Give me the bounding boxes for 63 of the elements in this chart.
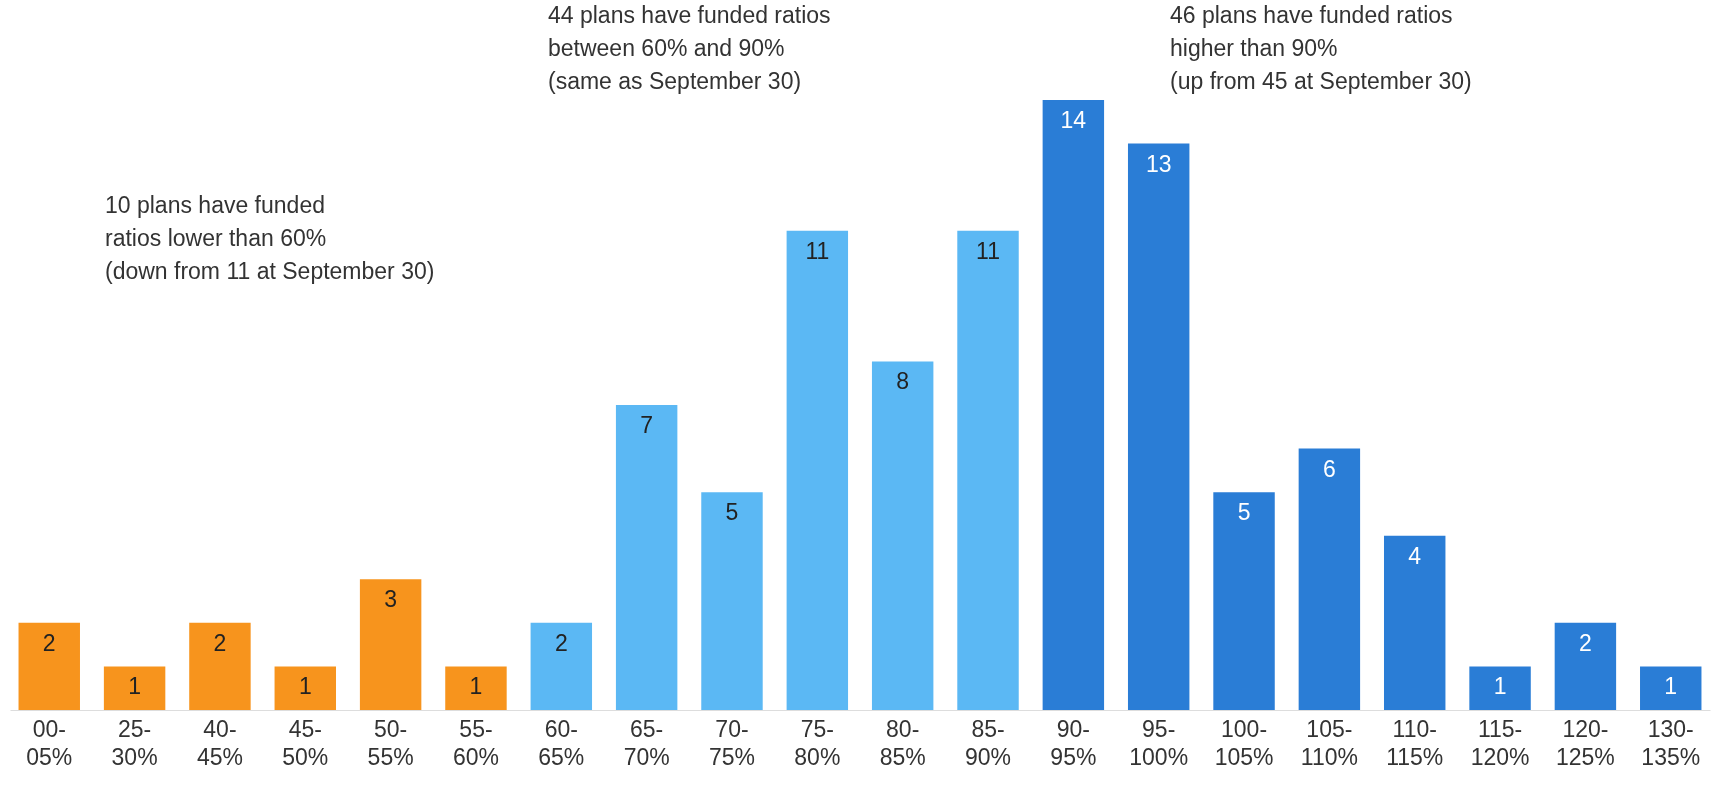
data-label: 2: [554, 629, 568, 656]
data-label: 7: [640, 412, 654, 438]
data-label: 1: [1493, 673, 1507, 700]
data-label: 2: [42, 629, 56, 656]
data-label: 2: [213, 629, 227, 656]
x-tick-label: 25-30%: [111, 715, 158, 770]
bar: [1469, 666, 1531, 710]
x-tick-label: 55-60%: [452, 715, 499, 770]
x-tick-label: 110-115%: [1386, 715, 1444, 770]
data-label: 14: [1060, 107, 1087, 133]
bar: [189, 622, 251, 710]
bar: [530, 622, 593, 710]
x-tick-label: 115-120%: [1470, 715, 1530, 770]
data-label: 11: [805, 237, 830, 264]
bar: [871, 361, 934, 710]
x-tick-label: 130-135%: [1641, 715, 1701, 770]
bar: [274, 666, 336, 710]
bar: [786, 230, 849, 710]
bar: [445, 666, 507, 710]
bar: [1554, 622, 1617, 710]
text: 46 plans have funded ratios higher than 90% (up from 45 at September 30): [1170, 2, 1472, 94]
x-tick-label: 100-105%: [1214, 715, 1274, 770]
x-tick-label: 60-65%: [538, 715, 585, 770]
x-tick-label: 50-55%: [367, 715, 414, 770]
x-tick-label: 85-90%: [964, 715, 1012, 770]
data-label: 6: [1322, 455, 1336, 482]
data-label: 5: [1237, 499, 1251, 526]
bar: [1640, 666, 1702, 710]
data-label: 3: [384, 586, 398, 613]
data-label: 1: [128, 673, 141, 700]
bar: [701, 492, 763, 710]
x-tick-label: 65-70%: [623, 715, 670, 770]
bar: [1213, 492, 1275, 710]
x-tick-label: 105-110%: [1300, 715, 1358, 770]
x-tick-label: 80-85%: [879, 715, 926, 770]
data-label: 1: [298, 673, 312, 700]
bar: [1042, 100, 1105, 710]
x-tick-label: 45-50%: [282, 715, 329, 770]
x-tick-label: 70-75%: [708, 715, 756, 770]
x-tick-label: 75-80%: [794, 715, 841, 770]
bar: [1127, 143, 1190, 710]
annotation: 10 plans have funded ratios lower than 60% (down from 11 at September 30): [105, 192, 435, 284]
bar: [1384, 535, 1446, 710]
bar: [359, 579, 422, 710]
data-label: 11: [976, 237, 1000, 264]
x-tick-label: 00-05%: [26, 715, 73, 770]
data-label: 13: [1145, 150, 1172, 177]
bar: [615, 405, 678, 710]
bar: [1298, 448, 1361, 710]
data-label: 8: [896, 368, 910, 395]
data-label: 1: [1664, 673, 1678, 700]
x-tick-label: 40-45%: [196, 715, 243, 770]
data-label: 4: [1408, 542, 1422, 569]
x-tick-label: 90-95%: [1050, 715, 1097, 770]
data-label: 5: [725, 499, 739, 526]
x-tick-label: 120-125%: [1555, 715, 1615, 770]
text: 44 plans have funded ratios between 60% and 90% (same as September 30): [548, 2, 831, 94]
data-label: 1: [469, 673, 483, 700]
bar: [103, 666, 166, 710]
data-label: 2: [1579, 629, 1592, 656]
bar: [957, 230, 1019, 710]
x-tick-label: 95-100%: [1129, 715, 1189, 770]
bar: [18, 622, 80, 710]
